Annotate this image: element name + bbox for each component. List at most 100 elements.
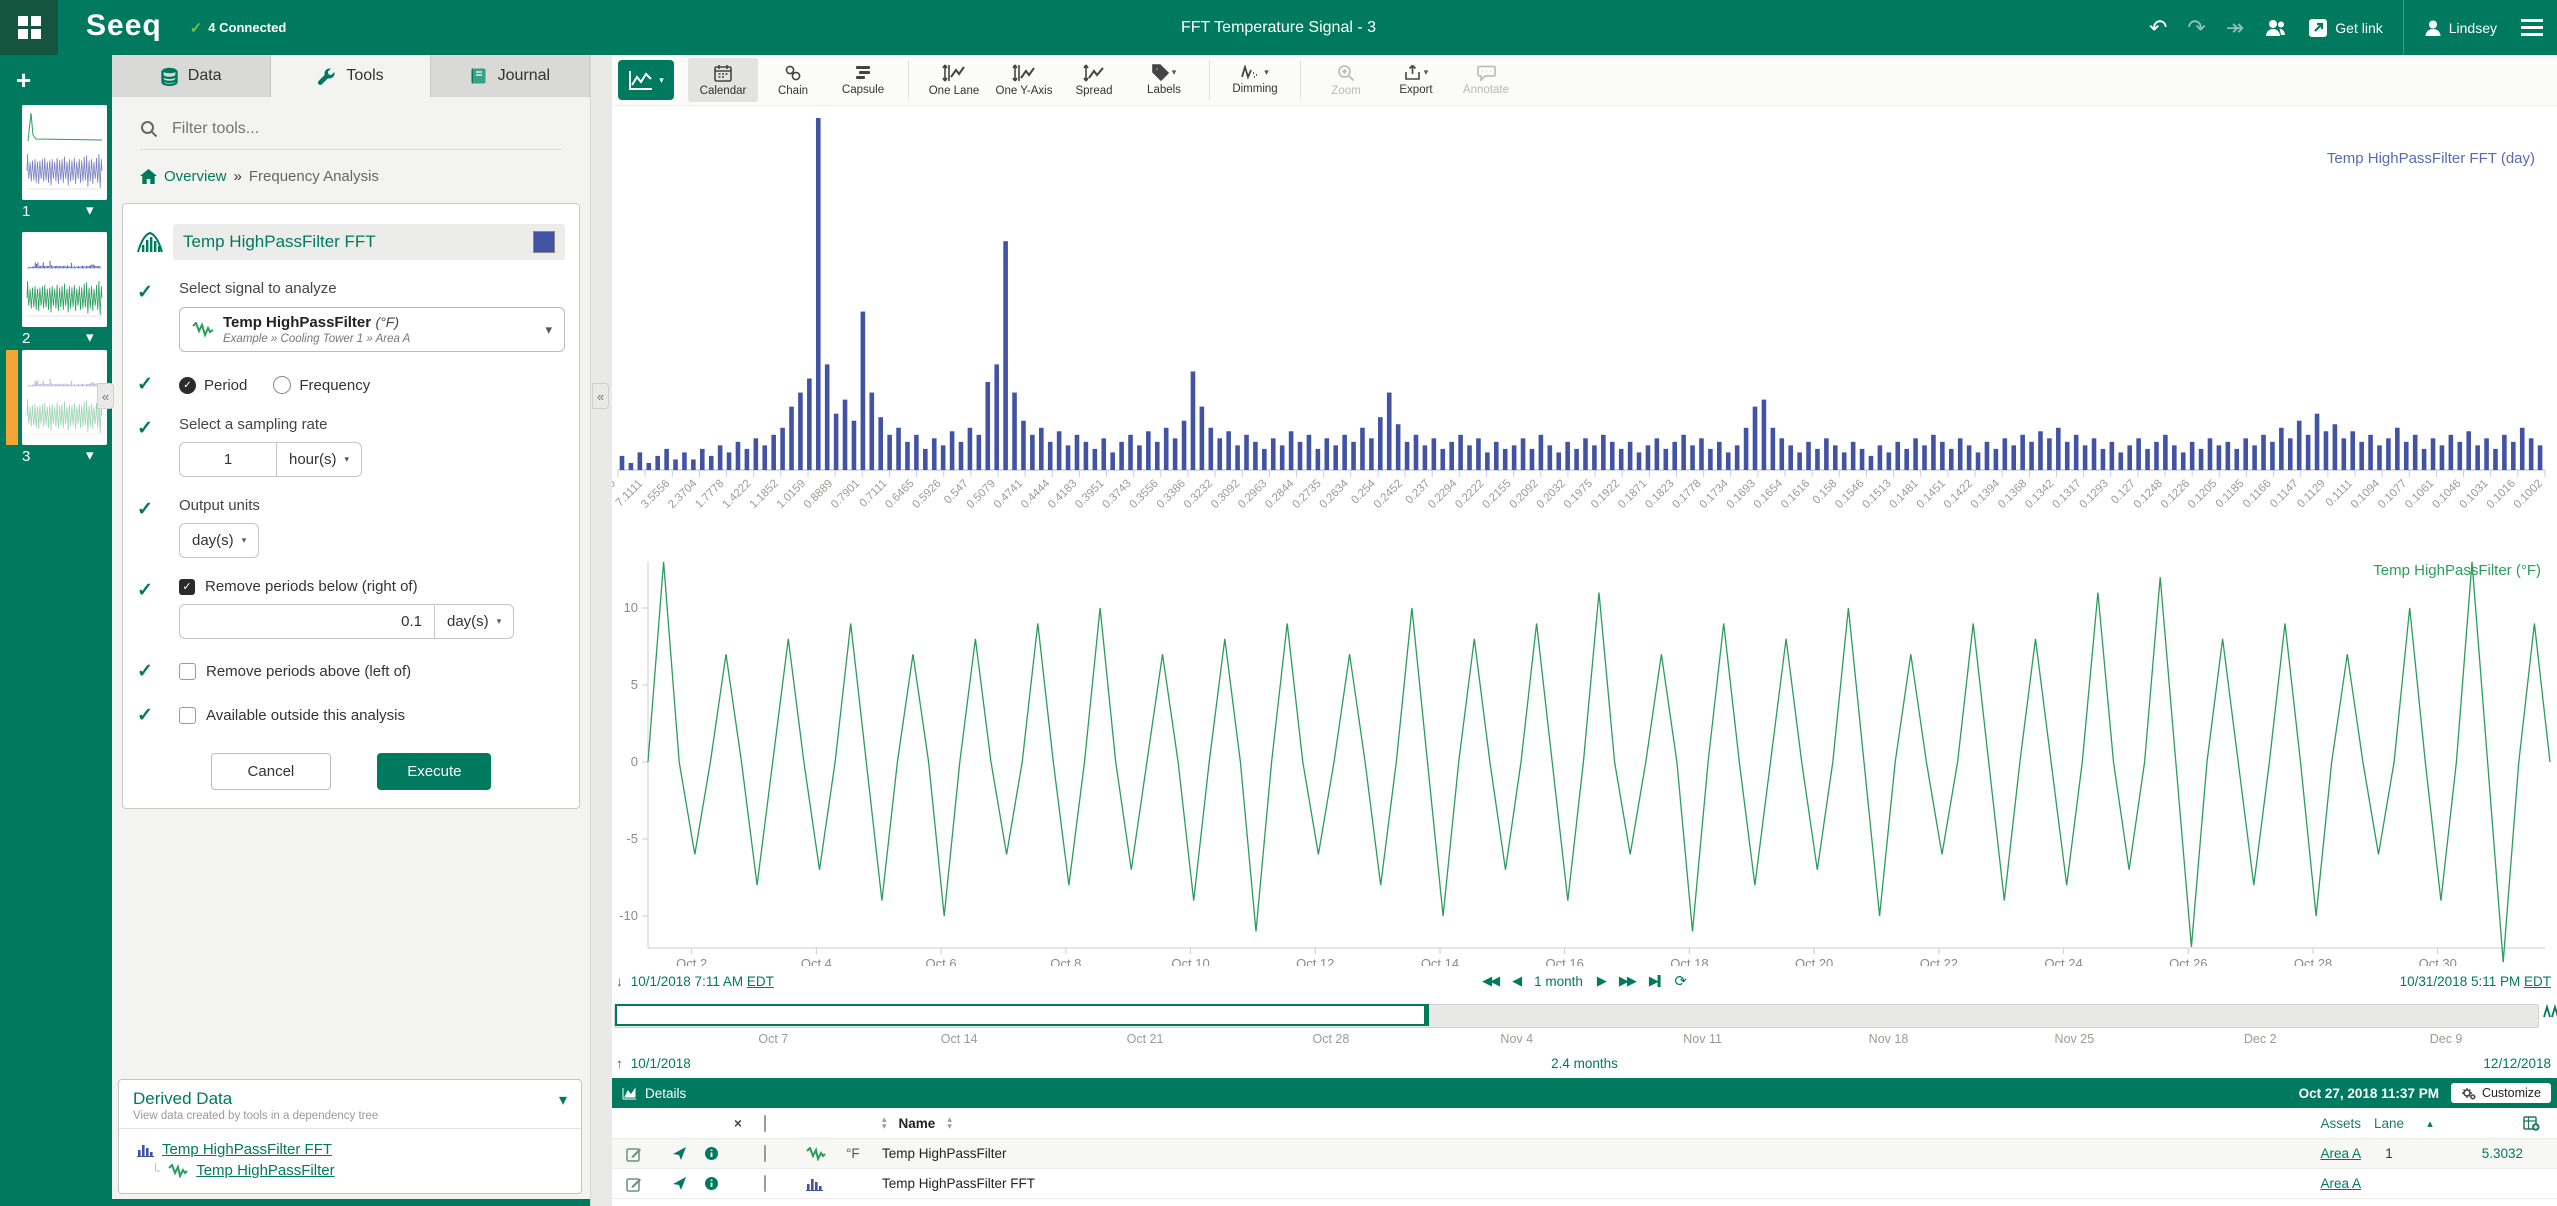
add-worksheet-button[interactable]: + <box>16 65 32 95</box>
remove-all-icon[interactable]: × <box>734 1115 742 1131</box>
customize-button[interactable]: Customize <box>2450 1083 2551 1103</box>
get-link-button[interactable]: Get link <box>2308 18 2383 38</box>
toolbar-spread-button[interactable]: Spread <box>1059 58 1129 102</box>
available-outside-checkbox[interactable] <box>179 706 196 724</box>
selection-resize-handle[interactable] <box>1424 1005 1430 1025</box>
asset-link[interactable]: Area A <box>2320 1176 2361 1191</box>
step-forward-button[interactable]: ▶ <box>1596 973 1607 988</box>
worksheet-chevron-icon[interactable]: ▾ <box>86 329 94 346</box>
sampling-unit-dropdown[interactable]: hour(s) ▾ <box>276 442 363 477</box>
app-grid-button[interactable] <box>0 0 58 55</box>
step-back-fast-button[interactable]: ◀◀ <box>1482 973 1500 988</box>
step-to-end-button[interactable]: ▶ <box>1649 973 1661 989</box>
lane-sort-icon[interactable]: ▴ <box>2427 1117 2433 1130</box>
color-swatch[interactable] <box>533 231 555 253</box>
remove-below-unit-dropdown[interactable]: day(s) ▾ <box>434 604 515 639</box>
range-end[interactable]: 10/31/2018 5:11 PM EDT <box>2400 974 2551 989</box>
users-icon[interactable] <box>2264 18 2288 38</box>
refresh-icon[interactable]: ⟳ <box>1674 973 1687 990</box>
worksheet-chevron-icon[interactable]: ▾ <box>86 447 94 464</box>
cancel-button[interactable]: Cancel <box>210 753 332 790</box>
signal-select-dropdown[interactable]: Temp HighPassFilter (°F) Example » Cooli… <box>179 307 565 352</box>
range-end-tz[interactable]: EDT <box>2524 974 2551 989</box>
info-icon[interactable] <box>704 1176 734 1191</box>
range-start-tz[interactable]: EDT <box>746 974 774 989</box>
toolbar-one-lane-button[interactable]: One Lane <box>919 58 989 102</box>
redo-all-icon[interactable]: ↠ <box>2225 14 2245 40</box>
period-radio[interactable]: ✓ <box>179 376 196 394</box>
asset-link[interactable]: Area A <box>2320 1146 2361 1161</box>
derived-item-link[interactable]: Temp HighPassFilter FFT <box>162 1141 333 1158</box>
fft-chart[interactable]: 0 7.1111 3.5556 2.3704 1.7778 1.4222 1.1852 1.0… <box>612 105 2557 540</box>
fft-chart-title[interactable]: Temp HighPassFilter FFT (day) <box>2326 150 2535 167</box>
user-menu[interactable]: Lindsey <box>2424 19 2497 37</box>
worksheet-chevron-icon[interactable]: ▾ <box>86 202 94 219</box>
view-mode-dropdown[interactable]: ▾ <box>618 60 674 100</box>
table-row[interactable]: °F Temp HighPassFilter Area A 1 5.3032 <box>612 1139 2557 1169</box>
send-icon[interactable] <box>672 1176 704 1191</box>
step-back-button[interactable]: ◀ <box>1512 973 1522 988</box>
frequency-radio[interactable] <box>273 376 292 394</box>
remove-below-checkbox[interactable]: ✓ <box>179 578 195 595</box>
assets-column-header[interactable]: Assets <box>2320 1115 2361 1131</box>
toolbar-calendar-button[interactable]: Calendar <box>688 58 758 102</box>
tool-name-field[interactable]: Temp HighPassFilter FFT <box>173 224 565 260</box>
toolbar-chain-button[interactable]: Chain <box>758 58 828 102</box>
sampling-rate-input[interactable] <box>179 442 276 477</box>
range-start[interactable]: ↓ 10/1/2018 7:11 AM EDT <box>616 974 774 989</box>
toolbar-dimming-button[interactable]: ▾ Dimming <box>1220 58 1290 102</box>
collapse-tools-handle[interactable]: « <box>592 383 609 409</box>
investigate-end-value[interactable]: 12/12/2018 <box>2483 1056 2551 1071</box>
worksheet-thumbnail-2[interactable] <box>22 232 107 327</box>
svg-text:Oct 30: Oct 30 <box>2419 956 2457 966</box>
timeline-selection[interactable] <box>615 1004 1430 1026</box>
remove-below-input[interactable] <box>179 604 434 639</box>
tab-tools[interactable]: Tools <box>271 55 431 97</box>
signal-chart[interactable]: 10 5 0 -5 -10 Oct 2 Oct 4 Oct 6 Oct 8 Oct 10 Oct 1… <box>612 540 2557 966</box>
collapse-chevron-icon[interactable]: ▾ <box>558 1092 567 1109</box>
table-row[interactable]: Temp HighPassFilter FFT Area A <box>612 1169 2557 1199</box>
select-all-checkbox[interactable] <box>764 1114 766 1132</box>
edit-icon[interactable] <box>612 1146 672 1162</box>
filter-tools-input[interactable] <box>170 119 554 139</box>
investigate-start[interactable]: ↑ 10/1/2018 <box>616 1056 691 1071</box>
worksheet-thumbnail-1[interactable] <box>22 105 107 200</box>
info-icon[interactable] <box>704 1146 734 1161</box>
breadcrumb-overview-link[interactable]: Overview <box>164 168 227 185</box>
tag-icon <box>1151 64 1169 81</box>
lane-column-header[interactable]: Lane <box>2373 1115 2405 1131</box>
hamburger-menu-icon[interactable] <box>2517 15 2547 40</box>
send-icon[interactable] <box>672 1146 704 1161</box>
add-column-icon[interactable] <box>2523 1115 2557 1131</box>
tab-data[interactable]: Data <box>112 55 272 97</box>
collapse-worksheets-handle[interactable]: « <box>97 383 114 409</box>
name-column-header[interactable]: Name <box>898 1115 936 1131</box>
worksheet-thumbnail-3[interactable] <box>22 350 107 445</box>
sort-icon[interactable]: ▴ ▾ <box>882 1114 887 1131</box>
step-forward-fast-button[interactable]: ▶▶ <box>1618 973 1637 988</box>
toolbar-capsule-button[interactable]: Capsule <box>828 58 898 102</box>
edit-icon[interactable] <box>612 1176 672 1192</box>
timeline-track[interactable] <box>614 1004 2539 1028</box>
undo-icon[interactable]: ↶ <box>2148 14 2168 40</box>
investigate-duration[interactable]: 2.4 months <box>1551 1056 1618 1071</box>
redo-icon[interactable]: ↷ <box>2187 14 2206 40</box>
derived-item-link[interactable]: Temp HighPassFilter <box>196 1162 335 1179</box>
investigate-start-value: 10/1/2018 <box>630 1056 691 1071</box>
home-icon[interactable] <box>140 169 157 184</box>
timeline-expand-icon[interactable] <box>2543 1004 2557 1018</box>
signal-chart-title[interactable]: Temp HighPassFilter (°F) <box>2373 562 2541 579</box>
toolbar-export-button[interactable]: ▾ Export <box>1381 58 1451 102</box>
step-size-label[interactable]: 1 month <box>1534 973 1583 989</box>
toolbar-one-y-axis-button[interactable]: One Y-Axis <box>989 58 1059 102</box>
svg-text:0.2634: 0.2634 <box>1318 477 1352 511</box>
sort-icon[interactable]: ▴ ▾ <box>947 1114 952 1131</box>
toolbar-labels-button[interactable]: ▾ Labels <box>1129 58 1199 102</box>
output-unit-dropdown[interactable]: day(s) ▾ <box>179 523 260 558</box>
tab-journal[interactable]: Journal <box>430 55 590 97</box>
seeq-logo[interactable]: Seeq <box>86 8 162 42</box>
row-checkbox[interactable] <box>764 1175 766 1192</box>
remove-above-checkbox[interactable] <box>179 662 196 680</box>
execute-button[interactable]: Execute <box>377 753 492 790</box>
row-checkbox[interactable] <box>764 1145 766 1162</box>
